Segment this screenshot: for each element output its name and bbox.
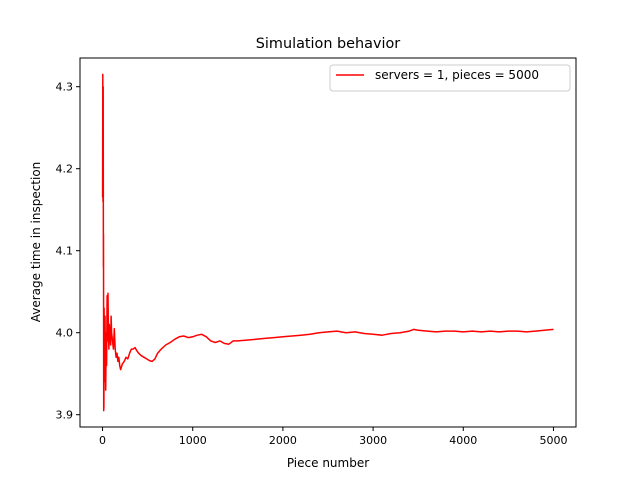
x-tick-label: 0 [99,434,106,447]
y-tick-label: 3.9 [56,409,74,422]
x-tick-label: 2000 [269,434,297,447]
y-tick-label: 4.3 [56,81,74,94]
plot-layer: 0 1000 2000 3000 4000 5000 3.9 4.0 4.1 4.2 4.3 [56,57,577,447]
chart-title: Simulation behavior [256,36,400,52]
x-tick-label: 3000 [359,434,387,447]
legend-box [329,64,571,92]
x-tick-label: 4000 [449,434,477,447]
y-axis-label: Average time in inspection [29,162,43,323]
legend: servers = 1, pieces = 5000 [329,64,571,92]
y-tick-label: 4.1 [56,245,74,258]
y-tick-label: 4.0 [56,327,74,340]
y-tick-label: 4.2 [56,163,74,176]
x-tick-label: 1000 [179,434,207,447]
x-tick-label: 5000 [539,434,567,447]
series-line-0 [101,73,554,412]
axes-frame [79,57,577,428]
x-axis-label: Piece number [287,456,369,470]
legend-label: servers = 1, pieces = 5000 [375,68,539,82]
